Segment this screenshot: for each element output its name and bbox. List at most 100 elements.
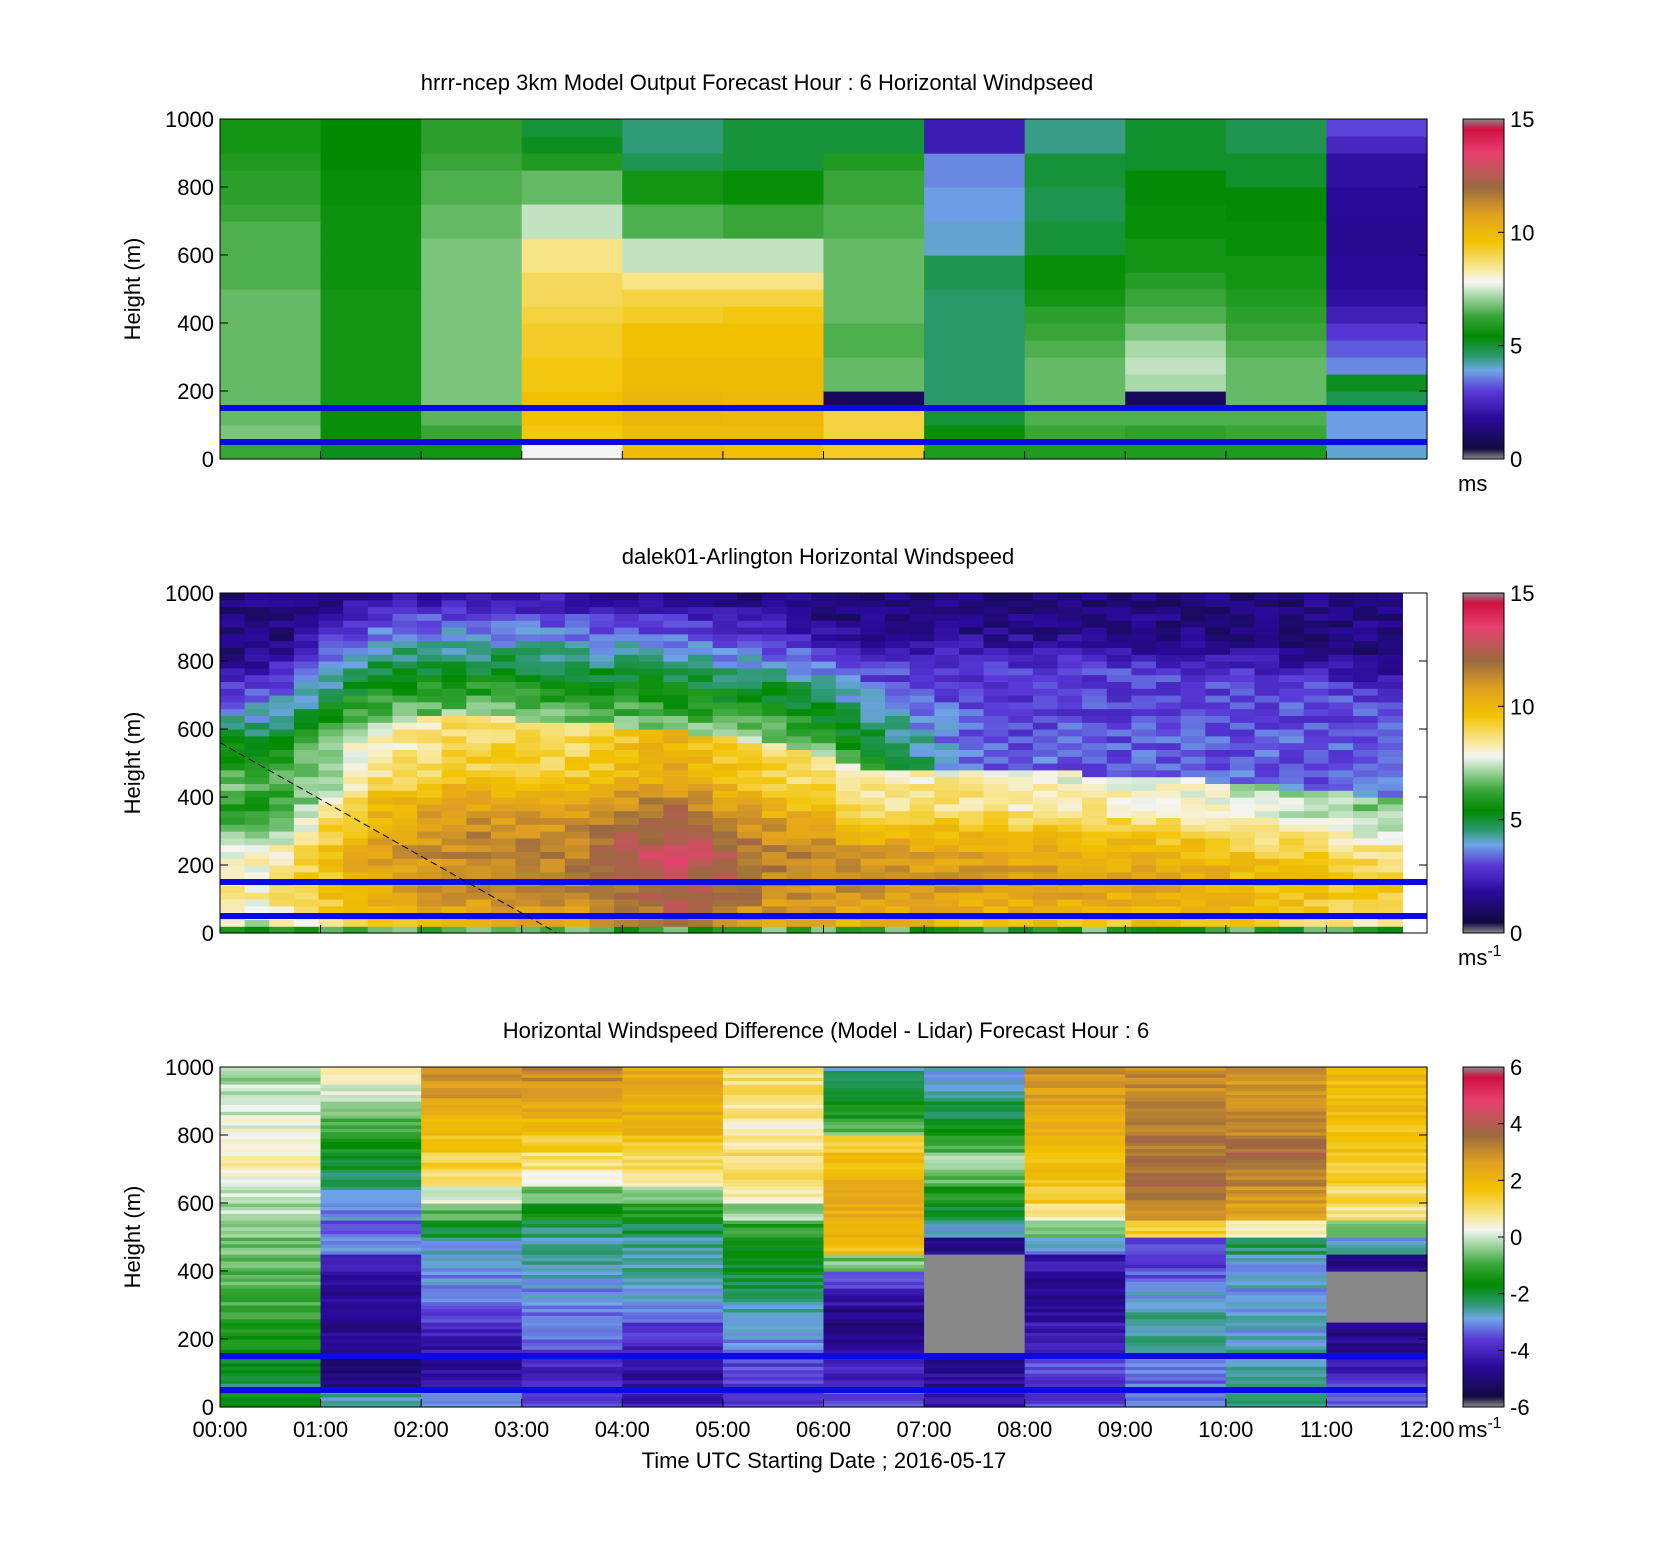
heatmap-cell bbox=[909, 824, 935, 832]
heatmap-cell bbox=[1125, 365, 1227, 375]
heatmap-cell bbox=[421, 425, 523, 435]
heatmap-cell bbox=[392, 865, 418, 873]
heatmap-cell bbox=[761, 905, 788, 914]
heatmap-cell bbox=[220, 323, 322, 333]
heatmap-cell bbox=[320, 1148, 422, 1153]
heatmap-cell bbox=[712, 742, 738, 750]
heatmap-cell bbox=[835, 606, 862, 614]
heatmap-cell bbox=[983, 633, 1009, 642]
heatmap-cell bbox=[441, 858, 467, 866]
heatmap-cell bbox=[417, 749, 443, 757]
heatmap-cell bbox=[860, 763, 886, 771]
y-tick-label: 600 bbox=[177, 717, 214, 742]
heatmap-cell bbox=[421, 1107, 523, 1112]
heatmap-cell bbox=[521, 1298, 623, 1303]
heatmap-cell bbox=[269, 749, 295, 757]
heatmap-cell bbox=[320, 127, 422, 137]
heatmap-cell bbox=[885, 593, 911, 601]
heatmap-cell bbox=[786, 742, 812, 750]
heatmap-cell bbox=[293, 722, 320, 730]
heatmap-cell bbox=[220, 844, 246, 852]
heatmap-cell bbox=[1156, 905, 1182, 914]
heatmap-cell bbox=[1106, 926, 1133, 934]
heatmap-cell bbox=[1125, 1328, 1227, 1333]
heatmap-cell bbox=[421, 1250, 523, 1255]
heatmap-cell bbox=[320, 357, 422, 367]
heatmap-cell bbox=[1353, 810, 1379, 818]
panel-model-reference-lines bbox=[220, 405, 1427, 445]
heatmap-cell bbox=[220, 442, 322, 452]
heatmap-cell bbox=[761, 688, 788, 696]
heatmap-cell bbox=[924, 1233, 1026, 1238]
heatmap-cell bbox=[924, 340, 1026, 350]
heatmap-cell bbox=[269, 633, 295, 642]
heatmap-cell bbox=[622, 1305, 724, 1309]
heatmap-cell bbox=[823, 1400, 925, 1405]
heatmap-cell bbox=[823, 178, 925, 188]
heatmap-cell bbox=[220, 1359, 322, 1364]
heatmap-cell bbox=[958, 797, 985, 805]
heatmap-cell bbox=[1205, 837, 1231, 846]
heatmap-cell bbox=[320, 314, 422, 324]
heatmap-cell bbox=[1225, 1206, 1328, 1211]
heatmap-cell bbox=[823, 1240, 925, 1245]
heatmap-cell bbox=[1225, 280, 1328, 290]
heatmap-cell bbox=[1326, 1175, 1428, 1180]
heatmap-cell bbox=[1326, 1192, 1428, 1197]
heatmap-cell bbox=[320, 289, 422, 299]
heatmap-cell bbox=[220, 340, 322, 350]
heatmap-cell bbox=[421, 1094, 523, 1099]
heatmap-cell bbox=[722, 1298, 825, 1303]
heatmap-cell bbox=[622, 331, 724, 341]
heatmap-cell bbox=[421, 1209, 523, 1214]
heatmap-cell bbox=[688, 661, 714, 669]
heatmap-cell bbox=[823, 1186, 925, 1190]
heatmap-cell bbox=[320, 238, 422, 248]
heatmap-cell bbox=[515, 905, 541, 914]
heatmap-cell bbox=[1180, 817, 1206, 825]
heatmap-cell bbox=[1326, 263, 1428, 273]
heatmap-cell bbox=[521, 1335, 623, 1340]
heatmap-cell bbox=[823, 1328, 925, 1333]
heatmap-cell bbox=[421, 1152, 523, 1156]
heatmap-cell bbox=[722, 314, 825, 324]
heatmap-cell bbox=[663, 722, 689, 730]
panel-difference-x-label: Time UTC Starting Date ; 2016-05-17 bbox=[642, 1448, 1007, 1473]
heatmap-cell bbox=[269, 892, 295, 900]
heatmap-cell bbox=[1225, 314, 1328, 324]
heatmap-cell bbox=[614, 905, 640, 914]
heatmap-cell bbox=[1057, 783, 1083, 791]
heatmap-cell bbox=[1254, 817, 1280, 825]
heatmap-cell bbox=[1180, 722, 1206, 730]
heatmap-cell bbox=[1082, 817, 1108, 825]
heatmap-cell bbox=[490, 599, 517, 608]
heatmap-cell bbox=[441, 647, 467, 655]
heatmap-cell bbox=[320, 1131, 422, 1136]
heatmap-cell bbox=[540, 708, 566, 716]
heatmap-cell bbox=[421, 1237, 523, 1241]
heatmap-cell bbox=[885, 681, 911, 689]
heatmap-cell bbox=[786, 735, 812, 744]
heatmap-cell bbox=[924, 1148, 1026, 1153]
heatmap-cell bbox=[909, 749, 935, 757]
heatmap-cell bbox=[924, 212, 1026, 222]
heatmap-cell bbox=[712, 667, 738, 676]
heatmap-cell bbox=[367, 708, 394, 716]
heatmap-cell bbox=[722, 246, 825, 256]
heatmap-cell bbox=[220, 1165, 322, 1170]
heatmap-cell bbox=[466, 824, 492, 832]
heatmap-cell bbox=[521, 272, 623, 282]
heatmap-cell bbox=[490, 735, 517, 744]
y-tick-label: 1000 bbox=[165, 107, 214, 132]
heatmap-cell bbox=[1254, 844, 1280, 852]
heatmap-cell bbox=[589, 865, 615, 873]
heatmap-cell bbox=[220, 1118, 322, 1122]
heatmap-cell bbox=[521, 1090, 623, 1095]
heatmap-cell bbox=[823, 1138, 925, 1143]
heatmap-cell bbox=[1326, 1107, 1428, 1112]
heatmap-cell bbox=[722, 1291, 825, 1296]
heatmap-cell bbox=[1279, 817, 1305, 825]
heatmap-cell bbox=[589, 844, 615, 852]
heatmap-cell bbox=[722, 1220, 825, 1224]
heatmap-cell bbox=[1131, 824, 1157, 832]
